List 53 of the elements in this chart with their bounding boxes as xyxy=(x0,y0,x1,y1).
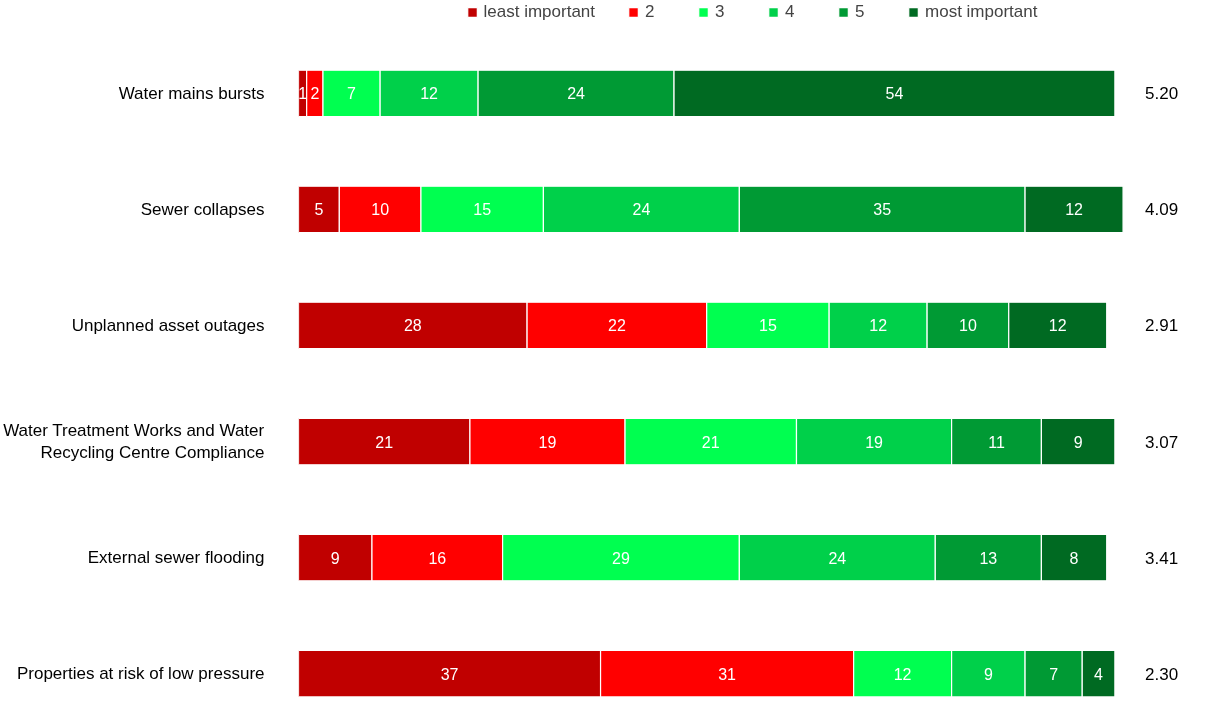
data-label: 12 xyxy=(1048,317,1067,335)
text: 2.30 xyxy=(1145,664,1179,684)
legend-label: 2 xyxy=(645,2,656,22)
data-label: 24 xyxy=(828,549,847,567)
legend-label: 5 xyxy=(855,2,866,22)
y-tick-label: Water Treatment Works and Water Recycling Centre Compliance xyxy=(3,420,265,463)
data-label: 12 xyxy=(1065,201,1084,219)
legend-label: least important xyxy=(483,2,596,22)
text: 2.91 xyxy=(1145,316,1179,336)
data-label: 37 xyxy=(440,665,459,683)
data-label: 15 xyxy=(759,317,777,335)
data-label: 12 xyxy=(420,85,439,103)
text: 4.09 xyxy=(1145,200,1179,220)
data-label: 24 xyxy=(632,201,651,219)
data-label: 13 xyxy=(979,549,998,567)
data-label: 12 xyxy=(869,317,888,335)
data-label: 31 xyxy=(718,665,737,683)
data-label: 4 xyxy=(1094,665,1104,683)
data-label: 29 xyxy=(612,549,630,567)
data-label: 9 xyxy=(1073,433,1083,451)
data-label: 5 xyxy=(314,201,324,219)
data-label: 35 xyxy=(873,201,892,219)
y-tick-label: Unplanned asset outages xyxy=(71,315,265,335)
y-tick-label: Water mains bursts xyxy=(118,83,265,103)
data-label: 16 xyxy=(428,549,447,567)
legend-label: 3 xyxy=(715,2,726,22)
data-label: 19 xyxy=(865,433,884,451)
legend-label: 4 xyxy=(785,2,796,22)
data-label: 12 xyxy=(893,665,912,683)
legend-label: most important xyxy=(925,2,1038,22)
data-label: 7 xyxy=(1049,665,1059,683)
data-label: 11 xyxy=(988,433,1005,451)
data-label: 7 xyxy=(347,85,357,103)
data-label: 21 xyxy=(375,433,394,451)
text: 5.20 xyxy=(1145,84,1179,104)
data-label: 9 xyxy=(983,665,993,683)
data-label: 21 xyxy=(701,433,720,451)
data-label: 22 xyxy=(607,317,626,335)
data-label: 24 xyxy=(567,85,586,103)
data-label: 10 xyxy=(371,201,390,219)
y-tick-label: Sewer collapses xyxy=(140,199,265,219)
y-tick-label: External sewer flooding xyxy=(87,548,265,568)
y-tick-label: Properties at risk of low pressure xyxy=(16,664,265,684)
text: 3.07 xyxy=(1145,432,1179,452)
data-label: 19 xyxy=(538,433,557,451)
data-label: 15 xyxy=(473,201,492,219)
data-label: 54 xyxy=(885,85,904,103)
data-label: 10 xyxy=(959,317,977,335)
data-label: 9 xyxy=(330,549,340,567)
data-label: 2 xyxy=(310,85,320,103)
text: 3.41 xyxy=(1145,548,1179,568)
data-label: 8 xyxy=(1069,549,1079,567)
data-label: 28 xyxy=(403,317,422,335)
